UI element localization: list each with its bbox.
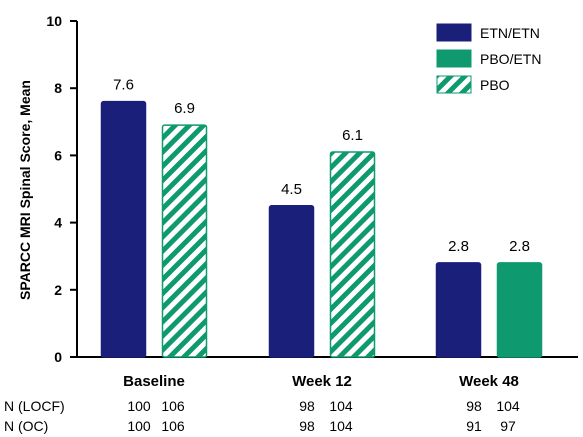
legend-swatch bbox=[436, 75, 472, 94]
category-label: Week 48 bbox=[459, 373, 519, 390]
y-tick-label: 6 bbox=[54, 147, 62, 163]
data-label: 6.1 bbox=[342, 127, 363, 144]
n-value: 98 bbox=[299, 398, 315, 414]
n-value: 98 bbox=[299, 418, 315, 434]
legend: ETN/ETN PBO/ETN PBO bbox=[436, 23, 541, 94]
n-value: 104 bbox=[329, 398, 353, 414]
legend-swatch bbox=[436, 49, 472, 68]
n-value: 104 bbox=[329, 418, 353, 434]
bar-etn-etn-week-12 bbox=[268, 205, 315, 358]
bar-etn-etn-week-48 bbox=[435, 262, 482, 358]
category-labels: Baseline Week 12 Week 48 bbox=[123, 373, 519, 390]
n-value: 100 bbox=[127, 418, 151, 434]
data-label: 2.8 bbox=[509, 238, 530, 255]
n-value: 104 bbox=[496, 398, 520, 414]
legend-label: ETN/ETN bbox=[480, 25, 540, 41]
n-value: 98 bbox=[466, 398, 482, 414]
data-label: 2.8 bbox=[448, 238, 469, 255]
y-tick-label: 4 bbox=[54, 215, 62, 231]
data-label: 7.6 bbox=[113, 77, 134, 94]
data-labels: 7.6 6.9 4.5 6.1 2.8 2.8 bbox=[113, 77, 530, 255]
n-value: 91 bbox=[466, 418, 482, 434]
bar-pbo-etn-week-48 bbox=[496, 262, 543, 358]
category-label: Week 12 bbox=[292, 373, 352, 390]
legend-swatch bbox=[436, 23, 472, 42]
bar-pbo-week-12 bbox=[329, 151, 376, 358]
y-ticks: 0 2 4 6 8 10 bbox=[46, 13, 77, 365]
n-value: 97 bbox=[500, 418, 516, 434]
n-value: 106 bbox=[161, 398, 185, 414]
y-tick-label: 10 bbox=[46, 13, 62, 29]
n-row-label: N (LOCF) bbox=[4, 398, 65, 414]
y-tick-label: 2 bbox=[54, 282, 62, 298]
y-tick-label: 8 bbox=[54, 80, 62, 96]
n-row-label: N (OC) bbox=[4, 418, 48, 434]
n-value: 100 bbox=[127, 398, 151, 414]
legend-label: PBO/ETN bbox=[480, 51, 541, 67]
bar-etn-etn-baseline bbox=[100, 100, 147, 358]
data-label: 4.5 bbox=[281, 181, 302, 198]
bar-pbo-baseline bbox=[161, 124, 208, 358]
legend-label: PBO bbox=[480, 77, 510, 93]
y-axis-title: SPARCC MRI Spinal Score, Mean bbox=[17, 80, 33, 300]
bars bbox=[100, 100, 543, 358]
category-label: Baseline bbox=[123, 373, 185, 390]
y-tick-label: 0 bbox=[54, 349, 62, 365]
n-value: 106 bbox=[161, 418, 185, 434]
n-counts-table: N (LOCF) 100 106 98 104 98 104 N (OC) 100 106 98 10… bbox=[4, 398, 520, 434]
data-label: 6.9 bbox=[174, 100, 195, 117]
